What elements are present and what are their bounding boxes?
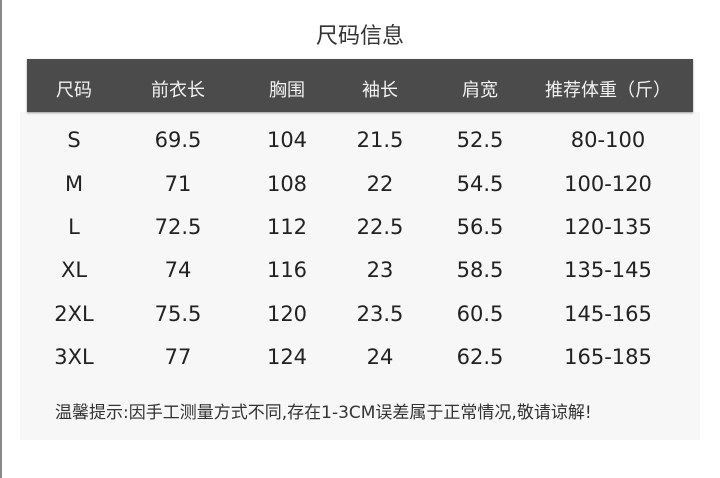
table-cell: 22 — [366, 172, 394, 196]
table-cell: 60.5 — [456, 302, 504, 326]
table-cell: 22.5 — [356, 215, 404, 239]
table-row: M 71 108 22 54.5 100-120 — [0, 172, 720, 202]
table-cell: 165-185 — [564, 345, 652, 369]
table-cell: 77 — [164, 345, 192, 369]
page-title: 尺码信息 — [315, 24, 404, 49]
table-cell: 100-120 — [564, 172, 652, 196]
column-header: 前衣长 — [151, 80, 205, 101]
table-row: 2XL 75.5 120 23.5 60.5 145-165 — [0, 302, 720, 332]
column-header: 推荐体重（斤） — [545, 80, 671, 101]
table-cell: 80-100 — [570, 128, 646, 152]
table-row: S 69.5 104 21.5 52.5 80-100 — [0, 128, 720, 158]
table-cell: 58.5 — [456, 258, 504, 282]
left-border — [0, 0, 2, 478]
table-header: 尺码 前衣长 胸围 袖长 肩宽 推荐体重（斤） — [27, 59, 693, 112]
table-cell: 108 — [266, 172, 308, 196]
table-row: 3XL 77 124 24 62.5 165-185 — [0, 345, 720, 375]
table-cell: 23.5 — [356, 302, 404, 326]
table-cell: 135-145 — [564, 258, 652, 282]
column-header: 肩宽 — [462, 80, 498, 101]
table-cell: 56.5 — [456, 215, 504, 239]
column-header: 尺码 — [56, 80, 92, 101]
table-cell: 21.5 — [356, 128, 404, 152]
table-cell: XL — [60, 258, 88, 282]
table-cell: S — [67, 128, 81, 152]
table-body — [20, 112, 700, 440]
table-row: XL 74 116 23 58.5 135-145 — [0, 258, 720, 288]
table-cell: 120-135 — [564, 215, 652, 239]
measurement-note: 温馨提示:因手工测量方式不同,存在1-3CM误差属于正常情况,敬请谅解! — [55, 403, 592, 423]
table-cell: 54.5 — [456, 172, 504, 196]
table-cell: 145-165 — [564, 302, 652, 326]
table-cell: 69.5 — [154, 128, 202, 152]
table-cell: 24 — [366, 345, 394, 369]
table-cell: 120 — [266, 302, 308, 326]
table-cell: 116 — [266, 258, 308, 282]
column-header: 胸围 — [269, 80, 305, 101]
table-cell: 3XL — [54, 345, 94, 369]
table-cell: 71 — [164, 172, 192, 196]
table-cell: 112 — [266, 215, 308, 239]
table-cell: 72.5 — [154, 215, 202, 239]
table-row: L 72.5 112 22.5 56.5 120-135 — [0, 215, 720, 245]
table-cell: 52.5 — [456, 128, 504, 152]
table-cell: 124 — [266, 345, 308, 369]
table-cell: L — [68, 215, 80, 239]
table-cell: 104 — [266, 128, 308, 152]
table-cell: 23 — [366, 258, 394, 282]
table-cell: 2XL — [54, 302, 94, 326]
column-header: 袖长 — [362, 80, 398, 101]
table-cell: 62.5 — [456, 345, 504, 369]
table-cell: M — [64, 172, 84, 196]
table-cell: 74 — [164, 258, 192, 282]
table-cell: 75.5 — [154, 302, 202, 326]
